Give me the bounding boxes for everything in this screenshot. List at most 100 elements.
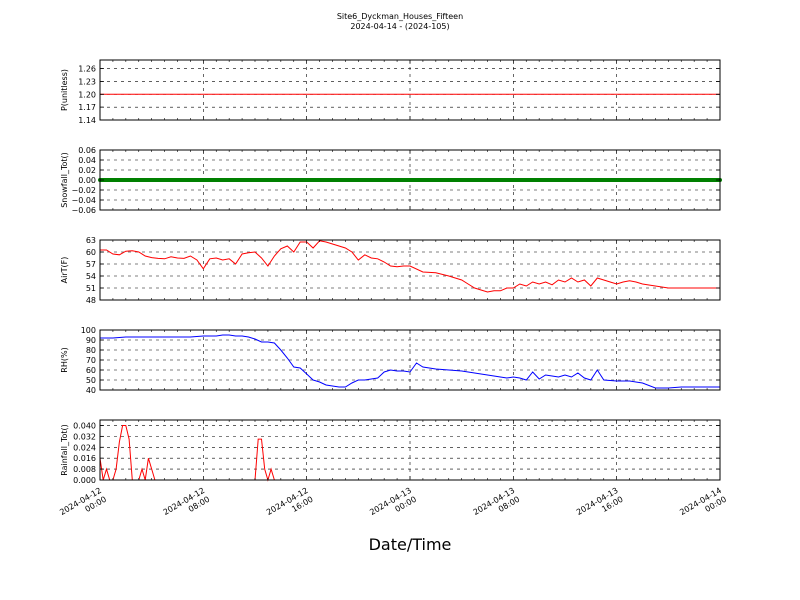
series-marker [569, 178, 574, 182]
series-marker [466, 178, 471, 182]
series-marker [336, 178, 341, 182]
panel-5: 0.000 0.008 0.016 0.024 0.032 0.040 Rainfall_T… [60, 419, 721, 485]
series-marker [169, 178, 174, 182]
series-marker [188, 178, 193, 182]
y-tick-label: 60 [86, 366, 96, 375]
series-marker [253, 178, 257, 182]
series-marker [117, 178, 122, 182]
series-marker [511, 178, 516, 182]
series-marker [588, 178, 593, 182]
y-tick-label: −0.06 [71, 206, 96, 215]
series-marker [479, 178, 484, 182]
series-marker [110, 178, 115, 182]
series-marker [666, 178, 671, 182]
series-marker [369, 178, 374, 182]
x-tick-label: 2024-04-1300:00 [368, 486, 418, 526]
series-marker [646, 178, 651, 182]
series-marker [130, 178, 135, 182]
y-tick-label: 0.016 [73, 454, 96, 463]
series-marker [356, 178, 361, 182]
series-marker [220, 178, 225, 182]
series-marker [227, 178, 232, 182]
series-marker [324, 178, 329, 182]
series-marker [498, 178, 503, 182]
series-marker [530, 178, 535, 182]
series-marker [395, 178, 400, 182]
series-line-1 [99, 425, 720, 482]
series-marker [207, 178, 212, 182]
panel-3: 48 51 54 57 60 63 AirT(F) [60, 236, 721, 305]
series-marker [156, 178, 161, 182]
series-marker [162, 178, 167, 182]
x-tick-label: 2024-04-1400:00 [678, 486, 728, 526]
series-marker [311, 178, 316, 182]
series-marker [362, 178, 367, 182]
series-marker [640, 178, 645, 182]
series-marker [595, 178, 600, 182]
x-tick-label: 2024-04-1216:00 [265, 486, 315, 526]
series-marker [181, 178, 186, 182]
y-tick-label: 57 [86, 260, 96, 269]
panels: 1.141.171.201.231.26P(unitless)−0.06−0.0… [60, 59, 722, 485]
series-marker [149, 178, 154, 182]
series-marker [265, 178, 270, 182]
series-marker [504, 178, 509, 182]
series-marker [685, 178, 690, 182]
x-tick-label: 2024-04-1200:00 [58, 486, 108, 526]
series-marker [563, 178, 567, 182]
series-marker [304, 178, 309, 182]
series-marker [543, 178, 548, 182]
series-marker [711, 178, 716, 182]
y-axis-label: Snowfall_Tot() [60, 152, 69, 208]
series-marker [278, 178, 283, 182]
series-marker [679, 178, 684, 182]
y-tick-label: 0.024 [73, 443, 96, 452]
panel-2: −0.06−0.04−0.020.000.020.040.06 Snowfall_… [60, 146, 722, 215]
series-marker [575, 178, 580, 182]
y-tick-label: 0.04 [78, 156, 96, 165]
series-marker [459, 178, 464, 182]
series-marker [427, 178, 432, 182]
series-marker [601, 178, 606, 182]
x-tick-label: 2024-04-1208:00 [162, 486, 212, 526]
series-marker [272, 178, 277, 182]
series-marker [485, 178, 490, 182]
series-marker [659, 178, 664, 182]
series-marker [698, 178, 703, 182]
y-tick-label: 48 [86, 296, 96, 305]
series-marker [201, 178, 206, 182]
series-marker [246, 178, 251, 182]
y-tick-label: 1.17 [78, 103, 96, 112]
series-marker [446, 178, 451, 182]
y-tick-label: 0.032 [73, 432, 96, 441]
y-tick-label: 0.008 [73, 465, 96, 474]
y-axis-label: RH(%) [60, 347, 69, 372]
y-tick-label: −0.02 [71, 186, 96, 195]
series-marker [104, 178, 109, 182]
series-marker [608, 178, 613, 182]
y-tick-label: 1.14 [78, 116, 96, 125]
y-tick-label: 60 [86, 248, 96, 257]
chart-title-line-1: Site6_Dyckman_Houses_Fifteen [337, 12, 463, 21]
series-marker [194, 178, 199, 182]
series-marker [672, 178, 677, 182]
panel-1: 1.14 1.17 1.20 1.23 1.26 P(unitless) [60, 59, 721, 125]
series-line-1 [100, 240, 720, 293]
series-marker [123, 178, 128, 182]
series-marker [614, 178, 619, 182]
series-marker [537, 178, 542, 182]
series-marker [291, 178, 296, 182]
series-marker [472, 178, 477, 182]
series-marker [420, 178, 425, 182]
series-marker [330, 178, 335, 182]
y-axis-label: Rainfall_Tot() [60, 424, 69, 476]
series-marker [240, 178, 245, 182]
y-tick-label: 100 [81, 326, 96, 335]
series-marker [440, 178, 445, 182]
series-marker [233, 178, 238, 182]
series-marker [382, 178, 387, 182]
series-marker [453, 178, 458, 182]
y-tick-label: 0.00 [78, 176, 96, 185]
y-tick-label: 70 [86, 356, 96, 365]
